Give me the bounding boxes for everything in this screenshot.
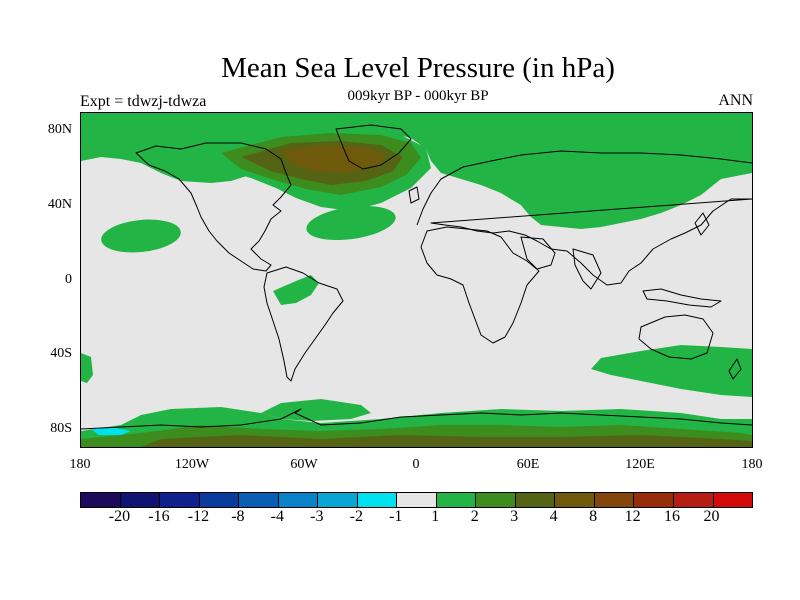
colorbar-swatch (515, 493, 556, 507)
colorbar-label: -20 (108, 508, 131, 525)
lat-tick-label: 80N (47, 122, 72, 137)
coastlines (81, 124, 752, 430)
colorbar-label: 20 (703, 508, 720, 525)
colorbar-swatch (120, 493, 161, 507)
colorbar-swatch (397, 493, 437, 507)
colorbar-swatch (199, 493, 240, 507)
colorbar-label: 1 (431, 508, 440, 525)
colorbar-swatch (318, 493, 358, 507)
colorbar-swatch (476, 493, 516, 507)
lon-tick-label: 180 (741, 457, 763, 472)
colorbar-swatch (160, 493, 200, 507)
colorbar-label: 8 (589, 508, 598, 525)
colorbar-label: 16 (664, 508, 681, 525)
pressure-anomaly-map (81, 113, 752, 447)
lon-tick-label: 60E (516, 457, 540, 472)
colorbar-label: -4 (270, 508, 284, 525)
colorbar-swatch (713, 493, 753, 507)
colorbar-label: 12 (624, 508, 641, 525)
lon-tick-label: 120W (174, 457, 210, 472)
colorbar-label: 2 (470, 508, 479, 525)
colorbar-swatch (239, 493, 279, 507)
colorbar-label: -16 (148, 508, 170, 525)
colorbar-label: -12 (187, 508, 210, 525)
lat-tick-label: 0 (65, 272, 72, 287)
lat-tick-label: 80S (50, 421, 72, 436)
colorbar-label: 4 (549, 508, 558, 525)
chart-subtitle: 009kyr BP - 000kyr BP (347, 88, 489, 104)
brown-anomaly-fill (281, 145, 386, 173)
colorbar-swatch (594, 493, 635, 507)
colorbar-swatch (634, 493, 674, 507)
colorbar-label: -3 (310, 508, 324, 525)
colorbar (80, 492, 753, 508)
colorbar-swatch (81, 493, 121, 507)
season-label: ANN (718, 92, 753, 109)
lat-tick-label: 40N (47, 197, 72, 212)
lon-tick-label: 0 (412, 457, 420, 472)
chart-title: Mean Sea Level Pressure (in hPa) (221, 52, 615, 84)
colorbar-label: -2 (349, 508, 363, 525)
experiment-label: Expt = tdwzj-tdwza (80, 93, 207, 110)
colorbar-swatch (278, 493, 319, 507)
colorbar-label: -1 (389, 508, 403, 525)
map-panel (80, 112, 753, 448)
lon-tick-label: 180 (69, 457, 91, 472)
lon-tick-label: 60W (290, 457, 318, 472)
colorbar-swatch (357, 493, 398, 507)
lat-tick-label: 40S (50, 346, 72, 361)
colorbar-label: -8 (231, 508, 245, 525)
colorbar-swatch (436, 493, 477, 507)
negative-anomaly-fill (91, 427, 131, 435)
colorbar-swatch (555, 493, 595, 507)
lon-tick-label: 120E (625, 457, 655, 472)
colorbar-swatch (673, 493, 714, 507)
colorbar-label: 3 (510, 508, 519, 525)
